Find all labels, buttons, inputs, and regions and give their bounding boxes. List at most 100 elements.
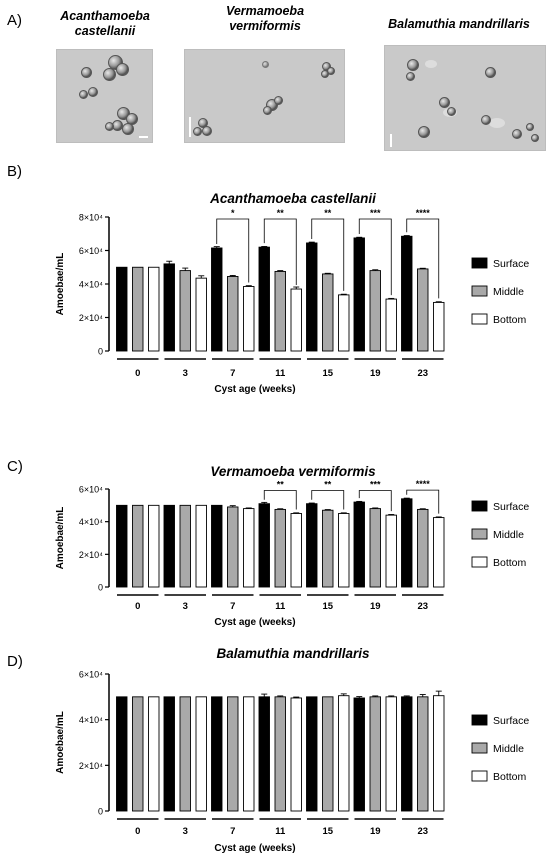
significance-label: **** bbox=[416, 479, 431, 489]
bar-surface-15 bbox=[306, 242, 318, 352]
significance-bracket bbox=[311, 490, 345, 510]
y-tick-label: 4×10⁴ bbox=[79, 715, 103, 725]
legend-swatch-bottom bbox=[471, 556, 488, 568]
significance-label: * bbox=[231, 208, 235, 218]
legend-swatch-middle bbox=[471, 285, 488, 297]
y-tick-label: 6×10⁴ bbox=[79, 485, 103, 495]
significance-label: **** bbox=[416, 208, 431, 218]
legend-swatch-middle bbox=[471, 528, 488, 540]
bar-bottom-19 bbox=[385, 298, 397, 352]
legend-label-middle: Middle bbox=[493, 286, 524, 298]
bar-surface-0 bbox=[116, 504, 128, 588]
significance-label: *** bbox=[370, 479, 381, 489]
bar-middle-0 bbox=[132, 266, 144, 352]
bar-bottom-0 bbox=[148, 504, 160, 588]
legend-swatch-bottom bbox=[471, 770, 488, 782]
x-tick-label: 23 bbox=[417, 368, 428, 379]
panel-letter-c: C) bbox=[7, 458, 23, 475]
bar-middle-19 bbox=[369, 270, 381, 352]
x-tick-label: 15 bbox=[322, 601, 333, 612]
x-tick-label: 7 bbox=[230, 601, 235, 612]
bar-surface-11 bbox=[258, 503, 270, 588]
x-tick-label: 23 bbox=[417, 601, 428, 612]
chart-title: Balamuthia mandrillaris bbox=[216, 646, 370, 661]
panel-letter-a: A) bbox=[7, 12, 22, 29]
bar-bottom-3 bbox=[195, 277, 207, 352]
y-axis-label: Amoebae/mL bbox=[55, 711, 66, 774]
y-axis-label: Amoebae/mL bbox=[55, 507, 66, 570]
bar-surface-11 bbox=[258, 696, 270, 812]
significance-bracket bbox=[263, 490, 297, 510]
x-tick-label: 19 bbox=[370, 368, 381, 379]
bar-bottom-7 bbox=[243, 508, 255, 588]
significance-label: ** bbox=[277, 208, 285, 218]
y-tick-label: 2×10⁴ bbox=[79, 761, 103, 771]
bar-surface-19 bbox=[353, 237, 365, 352]
x-tick-label: 19 bbox=[370, 601, 381, 612]
bar-surface-7 bbox=[211, 504, 223, 588]
significance-label: *** bbox=[370, 208, 381, 218]
micrograph-balamuthia bbox=[384, 45, 546, 151]
x-tick-label: 3 bbox=[183, 601, 188, 612]
x-tick-label: 15 bbox=[322, 826, 333, 837]
bar-bottom-11 bbox=[290, 697, 302, 812]
bar-middle-23 bbox=[417, 696, 429, 812]
bar-middle-15 bbox=[322, 696, 334, 812]
legend-swatch-surface bbox=[471, 500, 488, 512]
bar-bottom-15 bbox=[338, 294, 350, 352]
bar-surface-11 bbox=[258, 246, 270, 352]
bar-surface-15 bbox=[306, 503, 318, 588]
bar-bottom-0 bbox=[148, 266, 160, 352]
significance-bracket bbox=[406, 489, 440, 514]
bar-middle-7 bbox=[227, 506, 239, 588]
significance-label: ** bbox=[324, 479, 332, 489]
x-axis-label: Cyst age (weeks) bbox=[214, 843, 295, 854]
significance-bracket bbox=[406, 218, 440, 299]
bar-middle-0 bbox=[132, 504, 144, 588]
bar-middle-23 bbox=[417, 508, 429, 588]
legend-label-bottom: Bottom bbox=[493, 314, 527, 326]
significance-bracket bbox=[358, 490, 392, 512]
bar-bottom-11 bbox=[290, 513, 302, 588]
bar-middle-11 bbox=[274, 696, 286, 812]
bar-middle-3 bbox=[179, 696, 191, 812]
micrograph-acanthamoeba bbox=[56, 49, 153, 143]
micrograph-title-balamuthia: Balamuthia mandrillaris bbox=[388, 17, 530, 31]
panel-letter-d: D) bbox=[7, 653, 23, 670]
significance-bracket bbox=[263, 218, 297, 286]
bar-surface-19 bbox=[353, 697, 365, 812]
chart-balamuthia: Balamuthia mandrillaris 0 2×10⁴ 4×10⁴ 6×10⁴ A… bbox=[55, 646, 529, 854]
chart-title: Acanthamoeba castellanii bbox=[209, 191, 376, 206]
x-tick-label: 0 bbox=[135, 601, 140, 612]
bar-bottom-15 bbox=[338, 513, 350, 588]
significance-label: ** bbox=[277, 479, 285, 489]
legend-label-surface: Surface bbox=[493, 258, 529, 270]
legend-swatch-surface bbox=[471, 257, 488, 269]
significance-label: ** bbox=[324, 208, 332, 218]
x-tick-label: 7 bbox=[230, 826, 235, 837]
bar-middle-11 bbox=[274, 508, 286, 588]
significance-bracket bbox=[358, 218, 392, 296]
bar-middle-7 bbox=[227, 276, 239, 352]
bar-middle-19 bbox=[369, 696, 381, 812]
bar-bottom-11 bbox=[290, 288, 302, 352]
panel-letter-b: B) bbox=[7, 163, 22, 180]
bar-bottom-7 bbox=[243, 696, 255, 812]
significance-bracket bbox=[216, 218, 250, 283]
y-axis-label: Amoebae/mL bbox=[55, 253, 66, 316]
x-tick-label: 0 bbox=[135, 826, 140, 837]
bar-middle-7 bbox=[227, 696, 239, 812]
bar-bottom-19 bbox=[385, 696, 397, 812]
x-tick-label: 3 bbox=[183, 826, 188, 837]
x-tick-label: 11 bbox=[275, 826, 286, 837]
legend-label-bottom: Bottom bbox=[493, 557, 527, 569]
x-tick-label: 7 bbox=[230, 368, 235, 379]
bar-surface-7 bbox=[211, 696, 223, 812]
y-tick-label: 0 bbox=[98, 807, 103, 817]
x-axis-label: Cyst age (weeks) bbox=[214, 617, 295, 628]
bar-middle-19 bbox=[369, 508, 381, 588]
bar-surface-3 bbox=[163, 504, 175, 588]
bar-bottom-23 bbox=[433, 695, 445, 812]
x-axis-label: Cyst age (weeks) bbox=[214, 384, 295, 395]
y-tick-label: 2×10⁴ bbox=[79, 550, 103, 560]
